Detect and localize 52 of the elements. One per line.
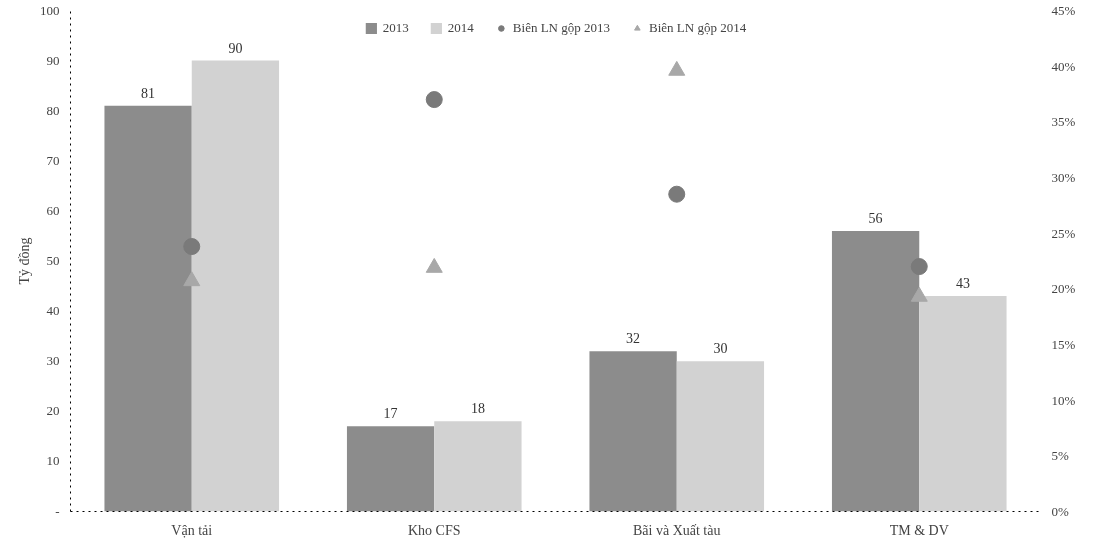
point: [183, 271, 201, 287]
legend-label: 2014: [447, 20, 474, 36]
x-tick-label: Kho CFS: [407, 522, 461, 538]
data-label: 32: [626, 331, 641, 347]
bar: [589, 351, 677, 512]
point: [910, 286, 928, 302]
bar: [104, 105, 192, 512]
y2-tick-label: 0%: [1051, 504, 1069, 519]
y-tick-label: 90: [46, 52, 60, 68]
y2-tick-label: 45%: [1051, 3, 1076, 18]
data-label: 18: [470, 401, 485, 417]
legend-label: Biên LN gộp 2014: [649, 20, 747, 36]
data-label: 56: [868, 210, 883, 226]
y-tick-label: 10: [46, 453, 60, 469]
y2-tick-label: 40%: [1051, 58, 1076, 74]
data-label: 81: [141, 85, 156, 101]
point: [425, 91, 443, 109]
bar: [919, 296, 1007, 512]
point: [668, 185, 686, 203]
data-label: 90: [228, 40, 243, 56]
y-tick-label: -: [55, 503, 60, 519]
y-tick-label: 30: [46, 353, 60, 369]
y-tick-label: 70: [46, 152, 60, 168]
legend-label: Biên LN gộp 2013: [512, 20, 610, 36]
y-tick-label: 20: [46, 403, 60, 419]
y-tick-label: 80: [46, 102, 60, 118]
x-tick-label: Vận tải: [171, 522, 213, 538]
data-label: 30: [713, 341, 728, 357]
bar: [831, 230, 920, 512]
bar: [676, 361, 765, 512]
data-label: 43: [955, 276, 970, 292]
y2-tick-label: 35%: [1051, 114, 1076, 130]
bar: [434, 421, 522, 512]
y-axis-title: Tỷ đồng: [17, 237, 32, 285]
point: [183, 238, 201, 256]
y-tick-label: 100: [40, 2, 60, 18]
y2-tick-label: 15%: [1051, 337, 1076, 352]
y2-tick-label: 5%: [1051, 448, 1069, 464]
y2-tick-label: 20%: [1051, 281, 1076, 297]
data-label: 17: [383, 406, 398, 422]
y2-tick-label: 30%: [1051, 170, 1076, 185]
y-tick-label: 60: [46, 202, 60, 218]
point: [425, 257, 443, 273]
legend-label: 2013: [382, 20, 409, 36]
y2-tick-label: 25%: [1051, 225, 1076, 241]
y2-tick-label: 10%: [1051, 392, 1076, 408]
x-tick-label: Bãi và Xuất tàu: [633, 522, 721, 538]
y-tick-label: 40: [46, 303, 60, 319]
bar: [346, 426, 435, 512]
x-tick-label: TM & DV: [889, 522, 949, 538]
y-tick-label: 50: [46, 253, 60, 268]
bar: [191, 60, 280, 512]
